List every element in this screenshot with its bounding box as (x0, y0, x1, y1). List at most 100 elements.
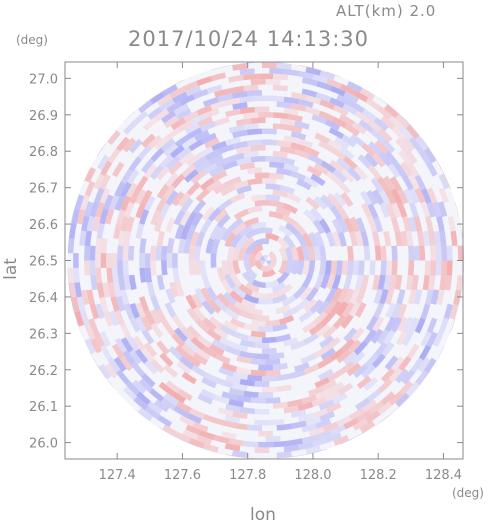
field-cell (190, 170, 206, 185)
field-cell (340, 314, 354, 329)
field-cell (319, 335, 335, 349)
field-cell (415, 135, 429, 151)
field-cell (188, 139, 204, 152)
field-cell (213, 181, 229, 195)
field-cell (169, 86, 185, 99)
field-cell (247, 374, 263, 382)
field-cell (235, 146, 252, 155)
field-cell (122, 350, 136, 366)
field-cell (367, 164, 382, 180)
field-cell (179, 356, 195, 370)
field-cell (265, 291, 281, 300)
field-cell (380, 115, 396, 130)
field-cell (370, 177, 384, 193)
field-cell (261, 347, 277, 354)
field-cell (200, 287, 213, 303)
field-cell (107, 282, 116, 298)
field-cell (217, 407, 234, 417)
field-cell (245, 266, 258, 280)
field-cell (141, 347, 155, 363)
field-cell (211, 339, 228, 351)
field-cell (190, 231, 200, 247)
field-cell (390, 316, 403, 333)
field-cell (84, 230, 92, 246)
field-cell (176, 108, 192, 121)
field-cell (222, 320, 239, 332)
field-cell (188, 260, 196, 276)
field-cell (74, 310, 85, 327)
field-cell (132, 379, 147, 394)
field-cell (254, 314, 270, 322)
field-cell (298, 99, 314, 108)
field-cell (241, 236, 255, 250)
field-cell (384, 355, 399, 371)
field-cell (103, 310, 114, 327)
field-cell (114, 337, 128, 354)
field-cell (390, 188, 403, 205)
field-cell (378, 128, 393, 143)
field-cell (297, 138, 314, 149)
field-cell (254, 95, 270, 102)
field-cell (173, 405, 189, 418)
field-cell (359, 420, 376, 434)
field-cell (99, 331, 111, 347)
field-cell (132, 335, 146, 351)
field-cell (463, 245, 465, 261)
field-cell (156, 340, 170, 356)
field-cell (156, 274, 165, 291)
field-cell (171, 173, 186, 189)
field-cell (163, 143, 179, 157)
field-cell (302, 232, 313, 248)
field-cell (86, 215, 95, 232)
field-cell (325, 402, 342, 414)
field-cell (254, 260, 263, 270)
field-cell (287, 398, 303, 408)
field-cell (355, 110, 371, 124)
field-cell (380, 260, 387, 276)
field-cell (84, 260, 91, 276)
field-cell (312, 408, 328, 419)
field-cell (79, 230, 87, 246)
field-cell (232, 450, 248, 458)
field-cell (287, 113, 303, 123)
field-cell (224, 273, 237, 289)
field-cell (150, 322, 164, 339)
field-cell (283, 107, 299, 116)
field-cell (283, 444, 300, 453)
field-cell (424, 289, 434, 306)
field-cell (192, 421, 209, 433)
field-cell (276, 373, 292, 381)
field-cell (141, 373, 156, 388)
field-cell (309, 207, 324, 222)
field-cell (265, 397, 281, 404)
field-cell (144, 267, 153, 283)
field-cell (302, 320, 318, 334)
field-cell (123, 120, 138, 135)
field-cell (366, 189, 379, 206)
field-cell (391, 245, 398, 261)
field-cell (239, 68, 255, 76)
field-cell (433, 230, 441, 246)
field-cell (93, 331, 105, 348)
field-cell (107, 357, 121, 373)
field-cell (276, 167, 292, 176)
field-cell (301, 434, 318, 444)
field-cell (320, 160, 336, 174)
field-cell (325, 336, 341, 351)
field-cell (286, 192, 302, 204)
field-cell (258, 430, 274, 437)
field-cell (89, 201, 100, 218)
field-cell (194, 129, 210, 142)
field-cell (149, 164, 164, 180)
field-cell (123, 303, 135, 320)
field-cell (135, 223, 145, 239)
field-cell (389, 176, 402, 192)
field-cell (99, 208, 109, 225)
field-cell (129, 316, 141, 333)
field-cell (291, 92, 307, 101)
field-cell (104, 363, 118, 379)
field-cell (371, 230, 381, 247)
field-cell (342, 302, 355, 318)
field-cell (419, 245, 426, 261)
field-cell (343, 217, 355, 233)
